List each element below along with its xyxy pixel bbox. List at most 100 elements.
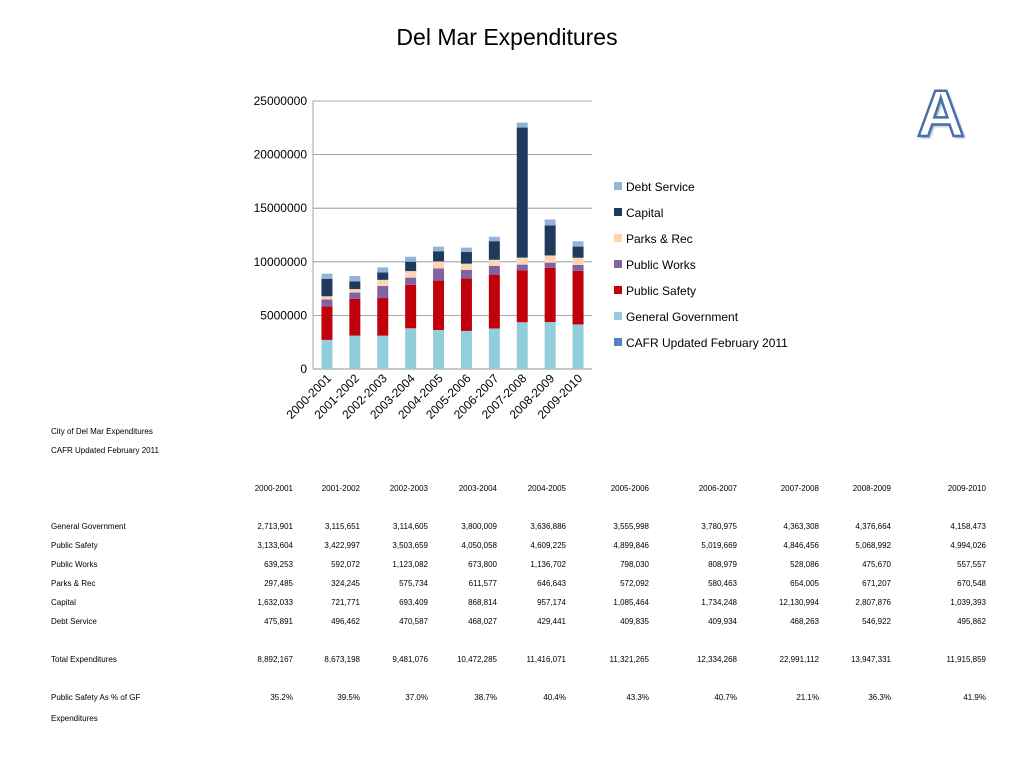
table-cell: 13,947,331	[850, 655, 891, 664]
table-cell: 3,555,998	[613, 522, 649, 531]
bar-segment	[516, 322, 528, 369]
bar-segment	[516, 122, 528, 128]
bar-segment	[460, 278, 472, 331]
bar-segment	[572, 257, 584, 265]
table-cell: 475,670	[862, 560, 891, 569]
bar-segment	[433, 280, 445, 331]
table-cell: 3,133,604	[257, 541, 293, 550]
table-cell: 468,263	[790, 617, 819, 626]
table-cell: 2005-2006	[610, 483, 649, 493]
legend-label: Public Works	[626, 258, 696, 272]
legend-swatch	[614, 234, 622, 242]
table-cell: 3,636,886	[530, 522, 566, 531]
legend-label: CAFR Updated February 2011	[626, 336, 788, 350]
table-cell: 798,030	[620, 560, 649, 569]
row-label	[46, 478, 228, 498]
table-cell: 2,713,901	[257, 522, 293, 531]
legend-swatch	[614, 260, 622, 268]
spacer-row	[46, 498, 991, 517]
table-cell: 957,174	[537, 598, 566, 607]
bar-segment	[321, 273, 333, 279]
legend-label: Parks & Rec	[626, 232, 693, 246]
table-cell: 2,807,876	[855, 598, 891, 607]
table-cell: 35.2%	[270, 693, 293, 702]
table-cell: 808,979	[708, 560, 737, 569]
table-cell: 8,673,198	[324, 655, 360, 664]
bar-segment	[433, 268, 445, 281]
bar-segment	[544, 267, 556, 323]
bar-segment	[377, 286, 389, 299]
row-label: Total Expenditures	[51, 655, 117, 664]
bar-segment	[377, 335, 389, 369]
legend-swatch	[614, 208, 622, 216]
table-cell: 580,463	[708, 579, 737, 588]
table-cell: 39.5%	[337, 693, 360, 702]
table-cell: 646,643	[537, 579, 566, 588]
table-cell: 572,092	[620, 579, 649, 588]
table-caption: City of Del Mar Expenditures	[51, 427, 153, 436]
table-cell: 429,441	[537, 617, 566, 626]
table-row: Public Works 639,253 592,072 1,123,082 673,8…	[46, 555, 991, 574]
table-cell: 639,253	[264, 560, 293, 569]
y-tick-label: 15000000	[254, 201, 308, 215]
ps-pct-row: Public Safety As % of GF 35.2% 39.5% 37.0% 3…	[46, 688, 991, 707]
bar-segment	[349, 335, 361, 369]
bar-segment	[460, 252, 472, 264]
spacer-row	[46, 631, 991, 650]
expenditures-table: 2000-2001 2001-2002 2002-2003 2003-2004 2004…	[46, 478, 991, 707]
table-row: General Government 2,713,901 3,115,651 3,11…	[46, 517, 991, 536]
row-label: General Government	[51, 522, 126, 531]
table-cell: 557,557	[957, 560, 986, 569]
table-cell: 5,068,992	[855, 541, 891, 550]
table-subcaption: CAFR Updated February 2011	[51, 446, 159, 455]
bar-segment	[405, 284, 417, 329]
table-cell: 2004-2005	[527, 483, 566, 493]
table-cell: 495,862	[957, 617, 986, 626]
table-cell: 575,734	[399, 579, 428, 588]
bar-segment	[460, 263, 472, 270]
header-row: 2000-2001 2001-2002 2002-2003 2003-2004 2004…	[46, 478, 991, 498]
table-cell: 12,130,994	[778, 598, 819, 607]
legend-swatch	[614, 182, 622, 190]
bar-segment	[516, 257, 528, 265]
table-cell: 4,050,058	[461, 541, 497, 550]
bar-segment	[321, 299, 333, 307]
bar-segment	[377, 298, 389, 336]
bar-segment	[572, 241, 584, 247]
row-label: Capital	[51, 598, 76, 607]
table-cell: 2001-2002	[321, 483, 360, 493]
bar-segment	[544, 255, 556, 263]
table-cell: 4,376,664	[855, 522, 891, 531]
table-cell: 37.0%	[405, 693, 428, 702]
row-label: Parks & Rec	[51, 579, 96, 588]
table-cell: 2002-2003	[389, 483, 428, 493]
bar-segment	[405, 271, 417, 278]
row-label: Public Safety As % of GF	[51, 693, 141, 702]
bar-segment	[405, 328, 417, 369]
legend-swatch	[614, 338, 622, 346]
bar-segment	[572, 264, 584, 271]
bar-segment	[405, 277, 417, 285]
table-cell: 10,472,285	[456, 655, 497, 664]
table-cell: 1,123,082	[392, 560, 428, 569]
table-cell: 12,334,268	[696, 655, 737, 664]
table-cell: 528,086	[790, 560, 819, 569]
table-cell: 3,114,605	[393, 522, 428, 531]
table-cell: 22,991,112	[779, 655, 819, 664]
table-cell: 9,481,076	[392, 655, 428, 664]
bar-segment	[488, 328, 500, 369]
y-tick-label: 5000000	[260, 308, 307, 322]
bar-segment	[516, 270, 528, 323]
table-cell: 43.3%	[626, 693, 649, 702]
bar-segment	[572, 246, 584, 258]
legend-label: General Government	[626, 310, 739, 324]
table-cell: 721,771	[331, 598, 360, 607]
table-cell: 3,780,975	[701, 522, 737, 531]
table-cell: 2003-2004	[458, 483, 497, 493]
table-cell: 3,115,651	[325, 522, 360, 531]
bar-segment	[572, 270, 584, 325]
table-cell: 40.4%	[543, 693, 566, 702]
table-cell: 21.1%	[796, 693, 819, 702]
legend-swatch	[614, 286, 622, 294]
table-cell: 11,321,265	[609, 655, 649, 664]
